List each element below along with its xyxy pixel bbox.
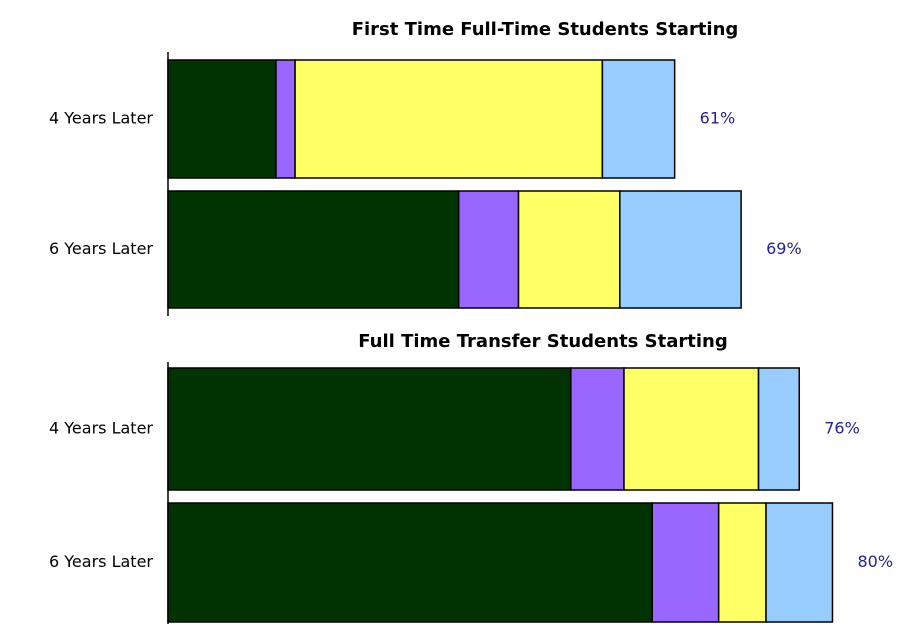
bar-segment (601, 59, 676, 179)
category-label: 4 Years Later (49, 109, 153, 128)
bar-segment (765, 502, 834, 623)
total-label: 76% (824, 419, 860, 438)
bar-segment (517, 190, 621, 309)
total-label: 80% (857, 552, 893, 571)
category-label: 6 Years Later (49, 552, 153, 571)
bar-segment (167, 59, 277, 179)
bar-segment (570, 367, 625, 491)
total-label: 61% (700, 109, 736, 128)
bar-segment (167, 367, 572, 491)
bar-segment (167, 502, 653, 623)
bar-segment (275, 59, 296, 179)
bar-segment (651, 502, 720, 623)
category-label: 6 Years Later (49, 239, 153, 258)
bar-segment (623, 367, 760, 491)
bar-segment (167, 190, 460, 309)
bar-segment (619, 190, 742, 309)
bar-segment (457, 190, 520, 309)
bar-segment (757, 367, 800, 491)
bar-segment (294, 59, 604, 179)
category-label: 4 Years Later (49, 419, 153, 438)
total-label: 69% (766, 239, 802, 258)
chart-title: First Time Full-Time Students Starting (352, 19, 739, 40)
bar-segment (717, 502, 767, 623)
chart-title: Full Time Transfer Students Starting (358, 331, 727, 352)
